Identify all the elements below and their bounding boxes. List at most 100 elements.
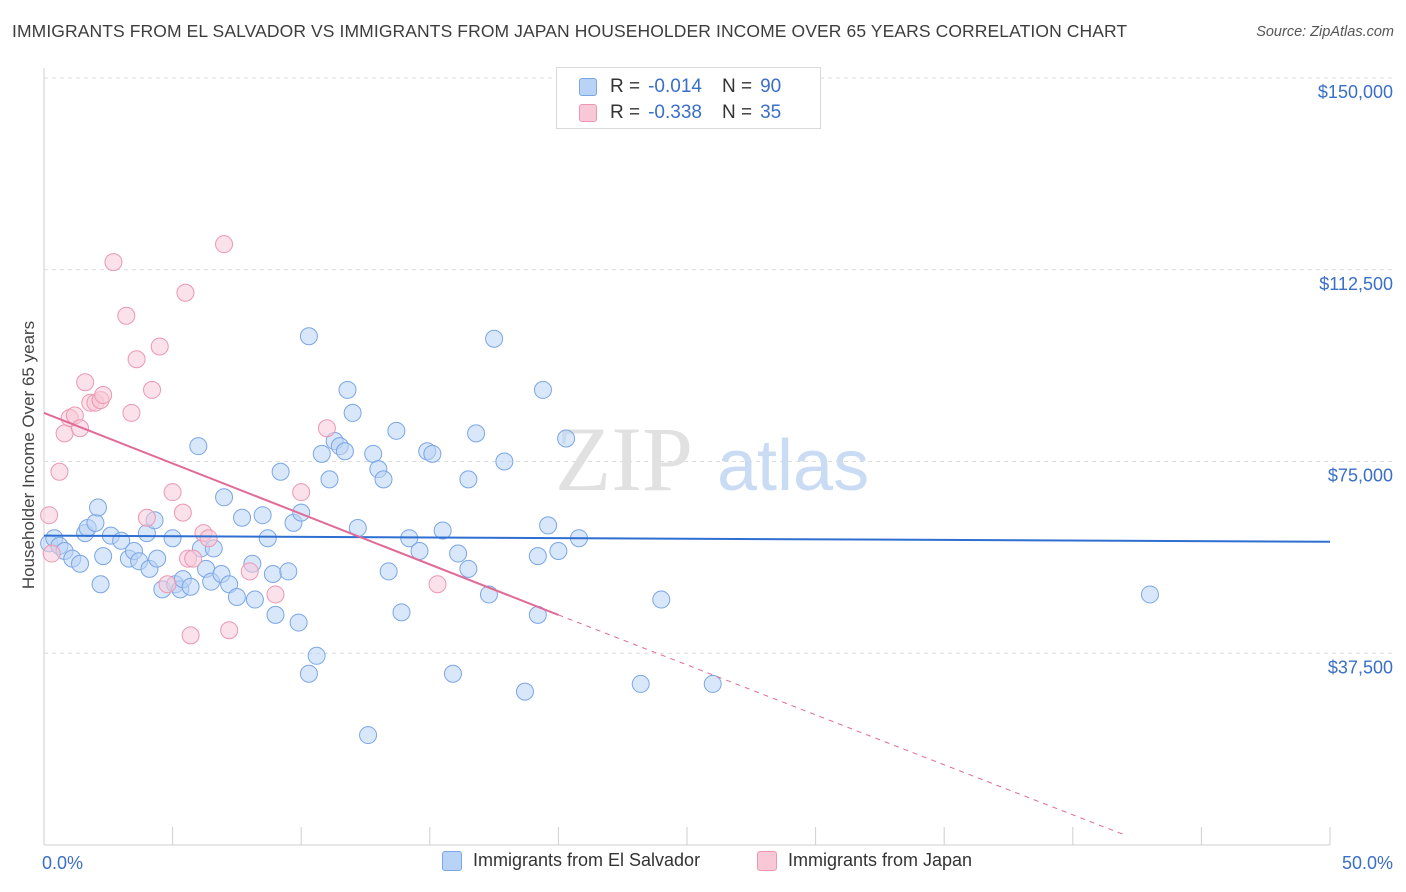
point-japan <box>158 575 177 594</box>
point-el-salvador <box>263 564 282 583</box>
point-japan <box>150 337 169 356</box>
point-el-salvador <box>71 554 90 573</box>
x-tick-labels: 0.0% 50.0% <box>42 853 1393 873</box>
legend-row-japan: R = -0.338 N = 35 <box>579 100 781 126</box>
series-japan-points <box>40 235 447 645</box>
point-japan <box>71 419 90 438</box>
point-el-salvador <box>94 547 113 566</box>
watermark: ZIP atlas <box>555 408 869 510</box>
point-japan <box>184 549 203 568</box>
y-tick-label: $112,500 <box>1319 274 1393 294</box>
point-japan <box>240 562 259 581</box>
point-el-salvador <box>379 562 398 581</box>
point-el-salvador <box>292 503 311 522</box>
point-el-salvador <box>91 575 110 594</box>
legend-label-japan: Immigrants from Japan <box>788 850 973 870</box>
series-legend: Immigrants from El Salvador Immigrants f… <box>0 850 1406 878</box>
point-japan <box>127 350 146 369</box>
legend-r-label: R = <box>610 102 641 123</box>
point-el-salvador <box>423 444 442 463</box>
legend-n-value: 90 <box>760 76 782 97</box>
point-japan <box>94 386 113 405</box>
point-el-salvador <box>495 452 514 471</box>
point-japan <box>176 283 195 302</box>
point-japan <box>143 380 162 399</box>
point-el-salvador <box>449 544 468 563</box>
chart-title: IMMIGRANTS FROM EL SALVADOR VS IMMIGRANT… <box>12 21 1128 41</box>
y-tick-label: $37,500 <box>1328 657 1393 677</box>
point-el-salvador <box>652 590 671 609</box>
point-el-salvador <box>227 588 246 607</box>
point-japan <box>55 424 74 443</box>
legend-r-label: R = <box>610 76 641 97</box>
point-el-salvador <box>245 590 264 609</box>
trend-line-el-salvador <box>43 534 1331 543</box>
point-el-salvador <box>320 470 339 489</box>
point-el-salvador <box>258 529 277 548</box>
point-el-salvador <box>539 516 558 535</box>
point-japan <box>104 253 123 272</box>
point-el-salvador <box>307 646 326 665</box>
point-el-salvador <box>266 605 285 624</box>
point-el-salvador <box>703 674 722 693</box>
legend-swatch-el-salvador <box>579 78 597 96</box>
point-japan <box>173 503 192 522</box>
point-el-salvador <box>86 513 105 532</box>
point-el-salvador <box>89 498 108 517</box>
point-el-salvador <box>181 577 200 596</box>
point-el-salvador <box>299 664 318 683</box>
point-el-salvador <box>364 444 383 463</box>
point-el-salvador <box>459 559 478 578</box>
point-japan <box>181 626 200 645</box>
trend-line-japan <box>43 411 559 616</box>
point-el-salvador <box>374 470 393 489</box>
point-el-salvador <box>485 329 504 348</box>
point-japan <box>317 419 336 438</box>
trend-line-japan-extension <box>558 614 1125 836</box>
point-el-salvador <box>312 444 331 463</box>
point-japan <box>50 462 69 481</box>
point-el-salvador <box>253 506 272 525</box>
point-japan <box>199 529 218 548</box>
point-el-salvador <box>467 424 486 443</box>
point-japan <box>215 235 234 254</box>
point-el-salvador <box>433 521 452 540</box>
point-japan <box>163 483 182 502</box>
series-el-salvador-points <box>40 327 1159 745</box>
watermark-zip: ZIP <box>555 408 693 510</box>
point-el-salvador <box>533 380 552 399</box>
point-el-salvador <box>557 429 576 448</box>
point-el-salvador <box>443 664 462 683</box>
point-el-salvador <box>387 421 406 440</box>
point-el-salvador <box>1140 585 1159 604</box>
legend-row-el-salvador: R = -0.014 N = 90 <box>579 74 781 100</box>
axes <box>43 68 1331 846</box>
point-el-salvador <box>148 549 167 568</box>
point-el-salvador <box>631 674 650 693</box>
point-el-salvador <box>549 541 568 560</box>
point-japan <box>428 575 447 594</box>
y-tick-labels: $37,500 $75,000 $112,500 $150,000 <box>1318 82 1393 677</box>
point-el-salvador <box>410 541 429 560</box>
y-axis-label: Householder Income Over 65 years <box>19 321 38 589</box>
point-el-salvador <box>233 508 252 527</box>
legend-n-value: 35 <box>760 102 782 123</box>
legend-item-el-salvador: Immigrants from El Salvador <box>442 850 700 871</box>
point-el-salvador <box>215 488 234 507</box>
watermark-atlas: atlas <box>717 426 869 506</box>
point-japan <box>122 403 141 422</box>
point-japan <box>76 373 95 392</box>
point-el-salvador <box>338 380 357 399</box>
point-el-salvador <box>528 547 547 566</box>
point-el-salvador <box>279 562 298 581</box>
point-japan <box>42 544 61 563</box>
point-el-salvador <box>271 462 290 481</box>
point-el-salvador <box>392 603 411 622</box>
legend-swatch-japan <box>757 850 777 871</box>
y-tick-label: $150,000 <box>1318 82 1393 102</box>
point-el-salvador <box>515 682 534 701</box>
y-tick-label: $75,000 <box>1328 466 1393 486</box>
point-japan <box>266 585 285 604</box>
legend-item-japan: Immigrants from Japan <box>757 850 972 871</box>
